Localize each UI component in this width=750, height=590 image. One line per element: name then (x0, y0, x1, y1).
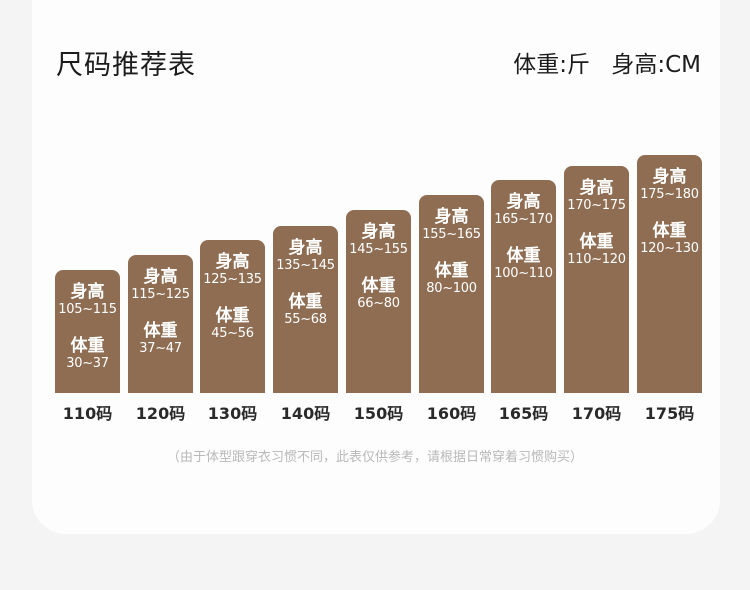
weight-label: 体重 (652, 221, 687, 241)
size-bar: 身高 135~145 体重 55~68 (273, 226, 338, 393)
height-label: 身高 (506, 192, 541, 212)
weight-label: 体重 (506, 246, 541, 266)
size-bar: 身高 155~165 体重 80~100 (419, 195, 484, 393)
height-range: 170~175 (567, 198, 626, 213)
weight-range: 100~110 (494, 266, 553, 281)
size-label: 130码 (207, 404, 258, 423)
height-label: 身高 (434, 207, 469, 227)
height-range: 115~125 (131, 287, 190, 302)
height-range: 175~180 (640, 187, 699, 202)
size-label: 150码 (353, 404, 404, 423)
weight-range: 55~68 (284, 312, 327, 327)
size-bar: 身高 175~180 体重 120~130 (637, 155, 702, 393)
weight-range: 37~47 (139, 341, 182, 356)
height-range: 135~145 (276, 258, 335, 273)
height-label: 身高 (579, 178, 614, 198)
weight-label: 体重 (361, 276, 396, 296)
weight-label: 体重 (579, 232, 614, 252)
page-title: 尺码推荐表 (56, 50, 196, 81)
height-range: 145~155 (349, 242, 408, 257)
weight-range: 30~37 (66, 356, 109, 371)
weight-range: 110~120 (567, 252, 626, 267)
size-bar: 身高 115~125 体重 37~47 (128, 255, 193, 393)
size-label: 110码 (62, 404, 113, 423)
height-label: 身高 (652, 167, 687, 187)
height-label: 身高 (70, 282, 105, 302)
weight-range: 120~130 (640, 241, 699, 256)
weight-range: 45~56 (211, 326, 254, 341)
disclaimer-note: （由于体型跟穿衣习惯不同，此表仅供参考，请根据日常穿着习惯购买） (166, 450, 583, 465)
height-label: 身高 (361, 222, 396, 242)
units-legend: 体重:斤 身高:CM (499, 45, 701, 79)
height-range: 105~115 (58, 302, 117, 317)
weight-label: 体重 (215, 306, 250, 326)
size-label: 160码 (426, 404, 477, 423)
height-unit: 身高:CM (611, 52, 701, 78)
weight-unit: 体重:斤 (513, 52, 591, 78)
size-bar: 身高 125~135 体重 45~56 (200, 240, 265, 393)
size-label: 120码 (135, 404, 186, 423)
size-bar: 身高 165~170 体重 100~110 (491, 180, 556, 393)
height-range: 165~170 (494, 212, 553, 227)
size-label: 165码 (498, 404, 549, 423)
weight-label: 体重 (143, 321, 178, 341)
height-range: 155~165 (422, 227, 481, 242)
size-label: 140码 (280, 404, 331, 423)
size-label: 170码 (571, 404, 622, 423)
height-label: 身高 (288, 238, 323, 258)
size-label: 175码 (644, 404, 695, 423)
weight-label: 体重 (288, 292, 323, 312)
size-bar: 身高 145~155 体重 66~80 (346, 210, 411, 393)
size-bar: 身高 170~175 体重 110~120 (564, 166, 629, 393)
weight-label: 体重 (434, 261, 469, 281)
weight-label: 体重 (70, 336, 105, 356)
weight-range: 66~80 (357, 296, 400, 311)
height-range: 125~135 (203, 272, 262, 287)
height-label: 身高 (143, 267, 178, 287)
weight-range: 80~100 (426, 281, 477, 296)
height-label: 身高 (215, 252, 250, 272)
size-bar: 身高 105~115 体重 30~37 (55, 270, 120, 393)
